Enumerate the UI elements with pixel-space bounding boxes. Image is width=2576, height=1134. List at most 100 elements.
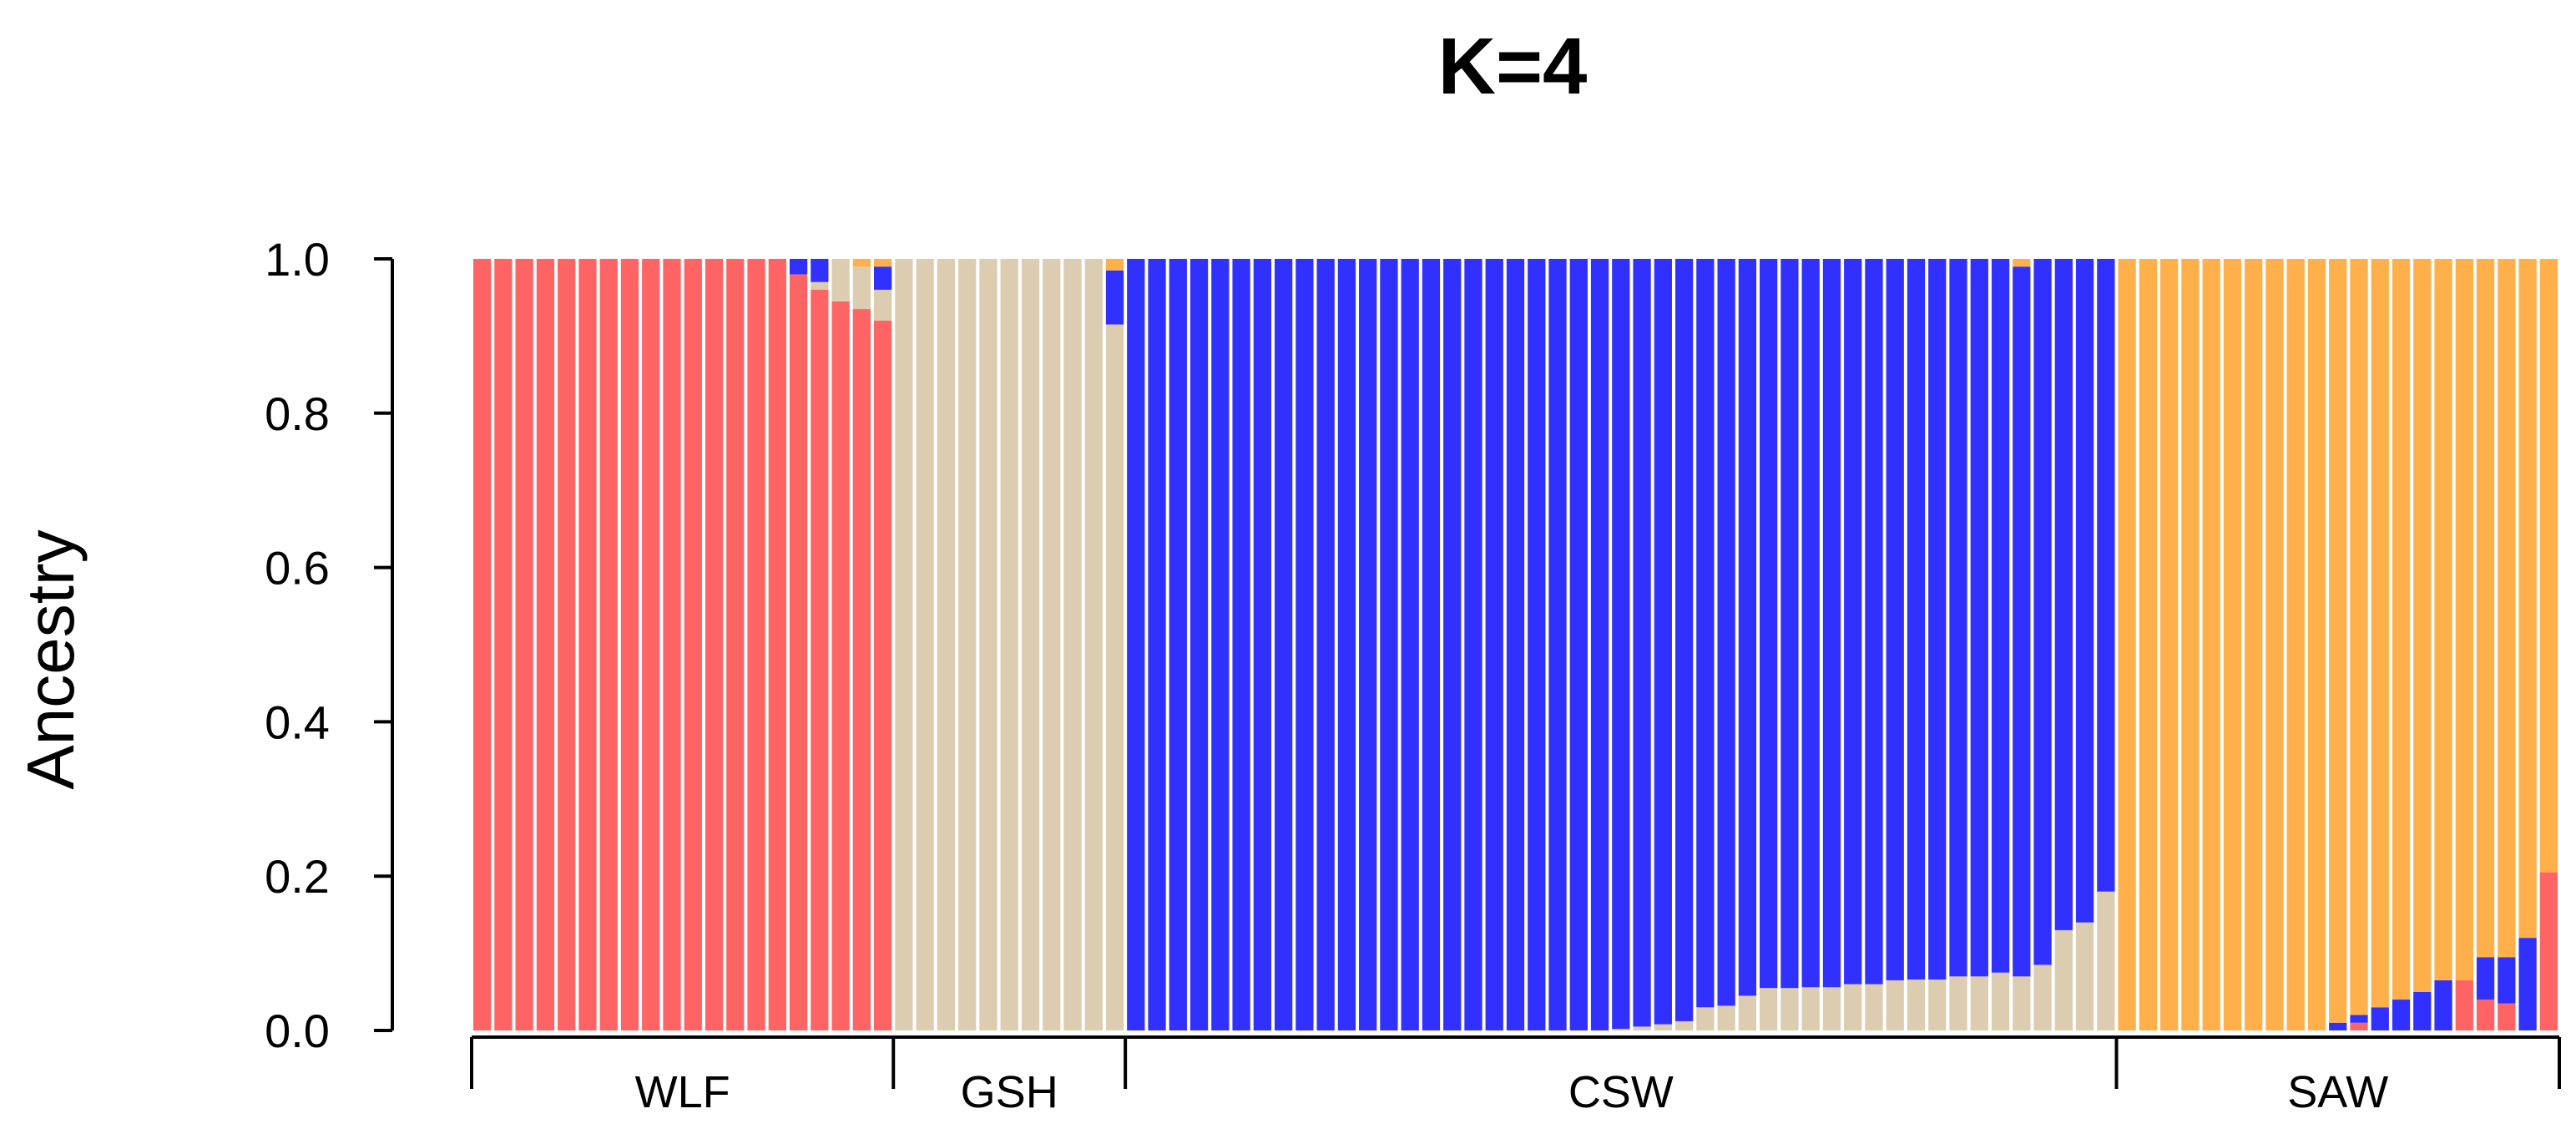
bar-segment-blue (1232, 259, 1250, 1030)
bar-segment-blue (1633, 259, 1651, 1027)
bar-segment-blue (1443, 259, 1462, 1030)
bar-segment-orange (1105, 259, 1124, 271)
bar-segment-red (2539, 872, 2558, 1030)
bar-segment-orange (2392, 259, 2411, 1000)
bar-segment-tan (1717, 1005, 1735, 1030)
bar-segment-blue (2054, 259, 2073, 930)
bar-segment-orange (2455, 259, 2473, 980)
bar-segment-tan (1844, 984, 1862, 1030)
bar-segment-blue (1401, 259, 1419, 1030)
bar-segment-blue (1211, 259, 1230, 1030)
bars-layer (473, 259, 2558, 1031)
bar-segment-blue (1907, 259, 1926, 980)
bar-segment-tan (2054, 929, 2073, 1030)
bar-segment-red (852, 309, 871, 1030)
y-axis-label: Ancestry (13, 529, 88, 789)
bar-segment-blue (873, 266, 892, 290)
bar-segment-blue (2013, 266, 2031, 977)
bar-segment-tan (1949, 976, 1967, 1030)
bar-segment-blue (1105, 270, 1124, 325)
bar-segment-red (873, 320, 892, 1030)
bar-segment-blue (1337, 259, 1356, 1030)
bar-segment-orange (2498, 259, 2516, 958)
bar-segment-tan (1865, 984, 1883, 1030)
bar-segment-blue (789, 259, 808, 275)
bar-segment-blue (1422, 259, 1441, 1030)
bar-segment-blue (1528, 259, 1546, 1030)
bar-segment-red (789, 274, 808, 1031)
bar-segment-tan (2033, 964, 2052, 1030)
bar-segment-blue (1970, 259, 1988, 977)
bar-segment-blue (2498, 957, 2516, 1004)
bar-segment-blue (2434, 980, 2452, 1030)
y-tick-label: 0.8 (265, 387, 330, 440)
x-axis: WLF GSH CSW SAW (470, 1035, 2561, 1117)
bar-segment-blue (2350, 1015, 2368, 1023)
bar-segment-red (599, 259, 618, 1030)
bar-segment-tan (1780, 988, 1799, 1030)
y-tick-label: 0.0 (265, 1005, 330, 1057)
bar-segment-red (2455, 980, 2473, 1030)
bar-segment-tan (1738, 995, 1757, 1030)
bar-segment-tan (1696, 1007, 1715, 1030)
bar-segment-red (705, 259, 724, 1030)
bar-segment-tan (831, 259, 850, 301)
bar-segment-blue (1169, 259, 1187, 1030)
bar-segment-orange (2160, 259, 2179, 1030)
bar-segment-blue (1506, 259, 1525, 1030)
bar-segment-blue (2329, 1022, 2347, 1030)
bar-segment-tan (916, 259, 934, 1030)
y-tick-label: 0.6 (265, 542, 330, 595)
bar-segment-orange (2371, 259, 2389, 1008)
bar-segment-tan (1043, 259, 1061, 1030)
bar-segment-blue (811, 259, 829, 282)
bar-segment-blue (1738, 259, 1757, 996)
bar-segment-blue (1464, 259, 1482, 1030)
bar-segment-red (2498, 1003, 2516, 1030)
bar-segment-blue (2392, 1000, 2411, 1030)
bar-segment-blue (1654, 259, 1672, 1025)
bar-segment-blue (1760, 259, 1778, 989)
bar-segment-red (578, 259, 597, 1030)
bar-segment-tan (1907, 980, 1926, 1030)
bar-segment-blue (1674, 259, 1694, 1021)
bar-segment-blue (1359, 259, 1377, 1030)
bar-segment-blue (2518, 938, 2537, 1030)
bar-segment-orange (2202, 259, 2220, 1030)
y-tick-label: 1.0 (265, 233, 330, 286)
bar-segment-red (494, 259, 513, 1030)
bar-segment-orange (2434, 259, 2452, 980)
bar-segment-tan (852, 266, 871, 310)
bar-segment-red (558, 259, 576, 1030)
bar-segment-red (2476, 1000, 2495, 1030)
bar-segment-red (536, 259, 555, 1030)
bar-segment-tan (873, 289, 892, 321)
bar-segment-tan (1970, 976, 1988, 1030)
bar-segment-orange (2118, 259, 2136, 1030)
bar-segment-blue (1127, 259, 1145, 1030)
bar-segment-tan (1822, 987, 1841, 1030)
bar-segment-tan (1633, 1026, 1651, 1030)
bar-segment-blue (1253, 259, 1271, 1030)
bar-segment-red (726, 259, 745, 1030)
bar-segment-tan (2013, 976, 2031, 1030)
bar-segment-tan (1674, 1020, 1694, 1030)
bar-segment-blue (1569, 259, 1588, 1030)
bar-segment-tan (1886, 980, 1904, 1030)
bar-segment-blue (1380, 259, 1398, 1030)
bar-segment-tan (811, 281, 829, 290)
bar-segment-orange (2539, 259, 2558, 873)
bar-segment-blue (1296, 259, 1314, 1030)
bar-segment-blue (2075, 259, 2094, 923)
y-axis: 0.0 0.2 0.4 0.6 0.8 1.0 (265, 233, 394, 1057)
bar-segment-blue (1148, 259, 1166, 1030)
bar-segment-tan (958, 259, 977, 1030)
group-label-csw: CSW (1568, 1067, 1674, 1117)
bar-segment-orange (2518, 259, 2537, 939)
bar-segment-orange (2350, 259, 2368, 1015)
bar-segment-tan (1654, 1024, 1672, 1030)
bar-segment-tan (1991, 972, 2010, 1030)
bar-segment-orange (2265, 259, 2284, 1030)
group-label-saw: SAW (2287, 1067, 2388, 1117)
